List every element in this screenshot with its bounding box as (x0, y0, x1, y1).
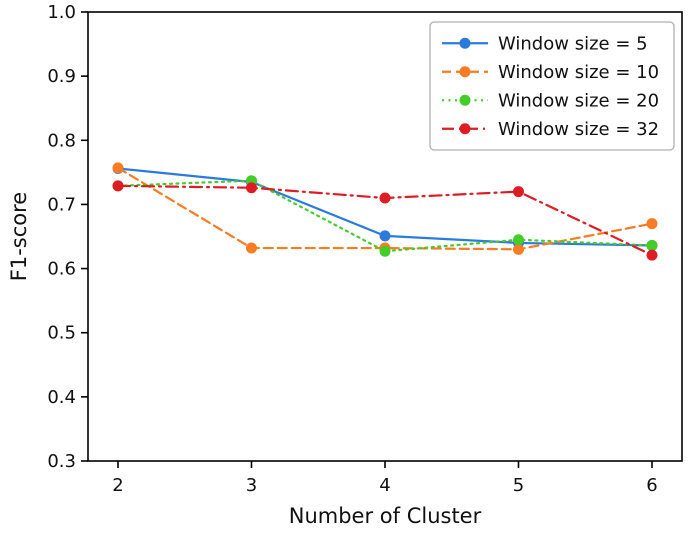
data-point-marker (379, 245, 391, 257)
data-point-marker (646, 218, 658, 230)
y-tick-label: 0.6 (47, 259, 76, 280)
y-tick-label: 0.9 (47, 66, 76, 87)
legend-sample-marker (459, 94, 471, 106)
y-tick-label: 0.8 (47, 130, 76, 151)
legend-sample-marker (459, 66, 471, 78)
y-tick-label: 0.3 (47, 451, 76, 472)
data-point-marker (246, 182, 257, 194)
x-tick-label: 4 (379, 475, 390, 496)
data-point-marker (513, 234, 524, 246)
series-line (116, 179, 654, 253)
data-point-marker (379, 230, 391, 242)
y-tick-label: 1.0 (47, 2, 76, 23)
x-tick-label: 5 (513, 475, 524, 496)
y-tick-label: 0.5 (47, 323, 76, 344)
y-axis-label: F1-score (7, 192, 31, 281)
data-point-marker (513, 186, 524, 198)
x-tick-label: 3 (246, 475, 257, 496)
data-point-marker (646, 249, 658, 261)
legend-box (429, 21, 675, 151)
legend-sample-marker (459, 123, 471, 135)
x-tick-label: 2 (112, 475, 123, 496)
data-point-marker (246, 242, 257, 254)
data-point-marker (513, 243, 524, 255)
legend-label: Window size = 20 (498, 90, 659, 111)
x-tick-label: 6 (646, 475, 657, 496)
legend-label: Window size = 10 (498, 62, 659, 83)
data-point-marker (112, 162, 124, 174)
data-point-marker (112, 180, 124, 192)
legend-label: Window size = 32 (498, 119, 659, 140)
legend-label: Window size = 5 (498, 33, 648, 54)
legend-sample-marker (459, 37, 471, 49)
x-axis-label: Number of Cluster (289, 504, 482, 528)
data-point-marker (379, 192, 391, 204)
data-point-marker (646, 239, 658, 251)
y-tick-label: 0.7 (47, 194, 76, 215)
y-tick-label: 0.4 (47, 387, 76, 408)
